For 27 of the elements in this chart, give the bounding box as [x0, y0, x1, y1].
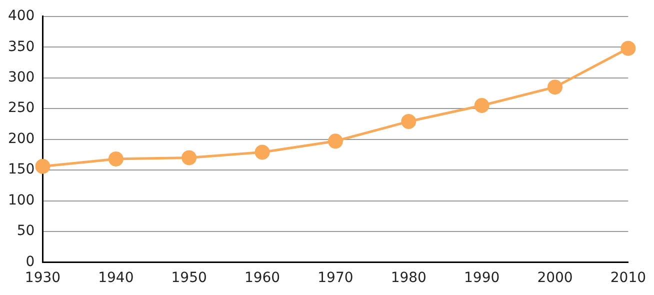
- x-tick-label: 1930: [24, 270, 61, 286]
- point: [401, 114, 416, 129]
- y-tick-label: 250: [8, 100, 35, 116]
- point: [35, 158, 50, 174]
- x-tick-label: 1950: [171, 270, 207, 286]
- y-tick-label: 400: [8, 8, 35, 24]
- point: [620, 40, 636, 56]
- y-tick-label: 350: [8, 38, 35, 55]
- y-tick-label: 200: [8, 130, 35, 147]
- y-tick-label: 100: [8, 192, 35, 208]
- x-tick-label: 1960: [244, 270, 280, 286]
- point: [108, 151, 124, 166]
- y-tick-label: 50: [16, 223, 35, 240]
- x-tick-label: 1990: [464, 270, 500, 286]
- x-tick-label: 1940: [98, 270, 134, 286]
- point: [182, 150, 197, 166]
- point: [254, 144, 270, 160]
- y-tick-label: 150: [8, 162, 35, 178]
- point: [474, 98, 490, 114]
- x-tick-label: 1970: [318, 270, 354, 286]
- x-tick-label: 2000: [537, 270, 573, 286]
- y-tick-label: 300: [8, 69, 35, 86]
- x-tick-label: 2010: [610, 270, 646, 286]
- x-tick-label: 1980: [390, 270, 426, 286]
- point: [548, 80, 563, 95]
- y-tick-label: 0: [26, 254, 35, 270]
- point: [328, 134, 343, 149]
